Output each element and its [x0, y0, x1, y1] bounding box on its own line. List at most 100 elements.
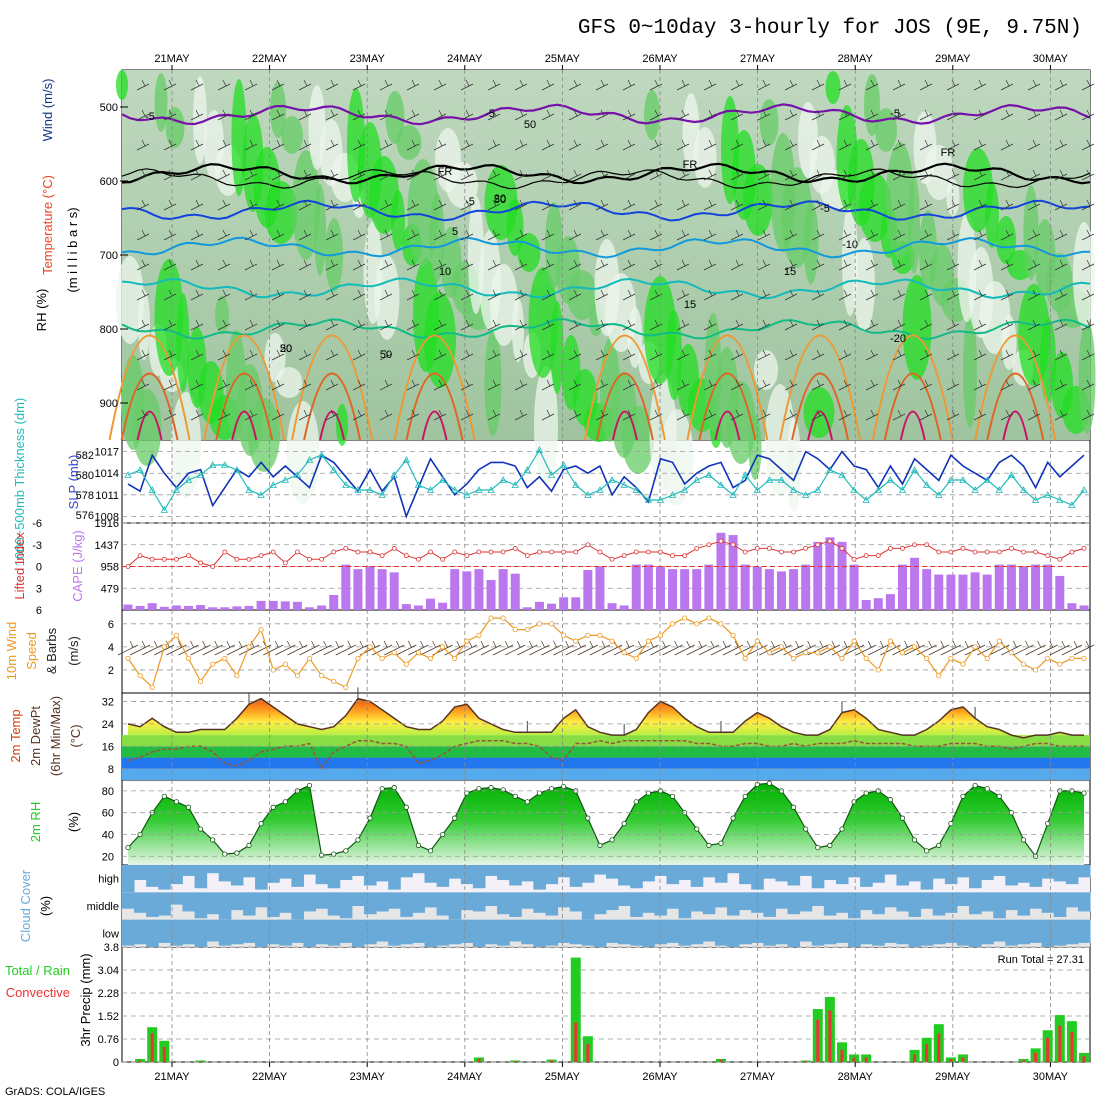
li-marker: [428, 549, 433, 555]
wind-tick-label: 2: [108, 665, 114, 677]
cape-bar: [353, 569, 363, 610]
wind-barb: [1054, 139, 1068, 151]
wind-barb: [1054, 319, 1068, 331]
cloud-bar: [533, 892, 546, 913]
wind-speed-marker: [827, 644, 833, 650]
cape-bar: [498, 569, 508, 610]
wind-barb: [676, 169, 690, 181]
rh-blob: [121, 355, 145, 450]
wind-barb: [1054, 349, 1068, 361]
cloud-bar: [509, 919, 522, 942]
rh-marker: [996, 793, 1002, 799]
wind-barb: [271, 319, 285, 331]
rh-marker: [766, 780, 772, 786]
wind-barb: [811, 409, 825, 421]
cloud-bar: [981, 865, 994, 881]
wind-barb: [650, 640, 671, 656]
wind-barb: [379, 289, 393, 301]
precip-convective-bar: [138, 1060, 142, 1062]
wind-barb: [541, 169, 555, 181]
rh-blob: [545, 202, 563, 288]
cloud-bar: [835, 892, 849, 913]
wind-barb: [379, 109, 393, 121]
li-marker: [996, 549, 1002, 555]
rh-marker: [210, 837, 216, 843]
rh-blob: [242, 113, 264, 212]
wind-barb: [136, 349, 150, 361]
wind-speed-marker: [282, 661, 288, 667]
cloud-bar: [1077, 919, 1091, 943]
wind-barb: [217, 409, 231, 421]
wind-barb: [622, 109, 636, 121]
thickness-marker: [874, 486, 882, 493]
cape-bar: [292, 601, 302, 610]
rh-marker: [319, 852, 325, 858]
wind-barb: [622, 379, 636, 391]
rh-blob: [842, 204, 858, 316]
wind-barb: [1027, 379, 1041, 391]
wind-barb: [838, 409, 852, 421]
warm-contour: [974, 334, 1057, 441]
wind-speed-marker: [730, 632, 736, 638]
wind-barb: [838, 319, 852, 331]
wind-barb: [217, 229, 231, 241]
wind-speed-marker: [1032, 667, 1039, 673]
rh-marker: [222, 851, 228, 857]
wind-barb: [838, 229, 852, 241]
wind-barb: [117, 640, 139, 656]
li-marker: [912, 542, 917, 548]
thickness-marker: [572, 481, 580, 488]
cloud-bar: [896, 892, 910, 912]
wind-barb: [433, 169, 447, 181]
precip-convective-bar: [199, 1061, 203, 1062]
cape-bar: [631, 564, 641, 610]
wind-barb: [163, 289, 177, 301]
cape-bar: [704, 564, 714, 610]
li-marker: [754, 545, 760, 551]
wind-barb: [622, 289, 636, 301]
rh-blob: [1078, 321, 1096, 434]
wind-speed-marker: [427, 655, 434, 662]
cape-bar: [1031, 564, 1041, 610]
wind-barb: [1000, 109, 1014, 121]
li-marker: [803, 545, 809, 551]
warm-contour: [108, 334, 191, 441]
cloud-bar: [775, 892, 789, 909]
li-tick-label: -3: [32, 540, 42, 552]
wind-barb: [244, 139, 258, 151]
wind-barb: [460, 259, 474, 271]
cloud-bar: [727, 919, 740, 947]
wind-barb: [865, 79, 879, 91]
wind-speed-marker: [960, 661, 966, 667]
cape-bar: [534, 601, 544, 610]
thickness-marker: [668, 491, 677, 498]
cloud-bar: [158, 919, 171, 943]
rh-blob: [770, 133, 796, 252]
rh-blob: [468, 196, 484, 314]
rh-marker: [1045, 820, 1051, 827]
wind-barb: [865, 229, 879, 241]
wind-barb: [595, 259, 609, 271]
wind-barb: [325, 409, 339, 421]
wind-barb: [811, 169, 825, 181]
wind-barb: [514, 229, 528, 241]
wind-speed-marker: [899, 650, 906, 656]
wind-barb: [298, 319, 312, 331]
wind-barb: [838, 259, 852, 271]
wind-barb: [271, 349, 285, 361]
wind-barb: [460, 409, 474, 421]
li-marker: [730, 542, 736, 548]
cape-bar: [135, 605, 145, 610]
cloud-bar: [1053, 892, 1067, 917]
rh-blob: [193, 76, 207, 164]
wind-speed-marker: [331, 678, 337, 685]
wind-barb: [406, 289, 420, 301]
wind-speed-marker: [790, 655, 797, 662]
rh-blob: [864, 74, 880, 136]
wind-barb: [468, 640, 490, 656]
cloud-bar: [593, 919, 607, 947]
cloud-bar: [666, 919, 680, 943]
temp-tick-label: 8: [108, 764, 114, 776]
cloud-bar: [1041, 919, 1055, 947]
wind-barb: [244, 259, 258, 271]
